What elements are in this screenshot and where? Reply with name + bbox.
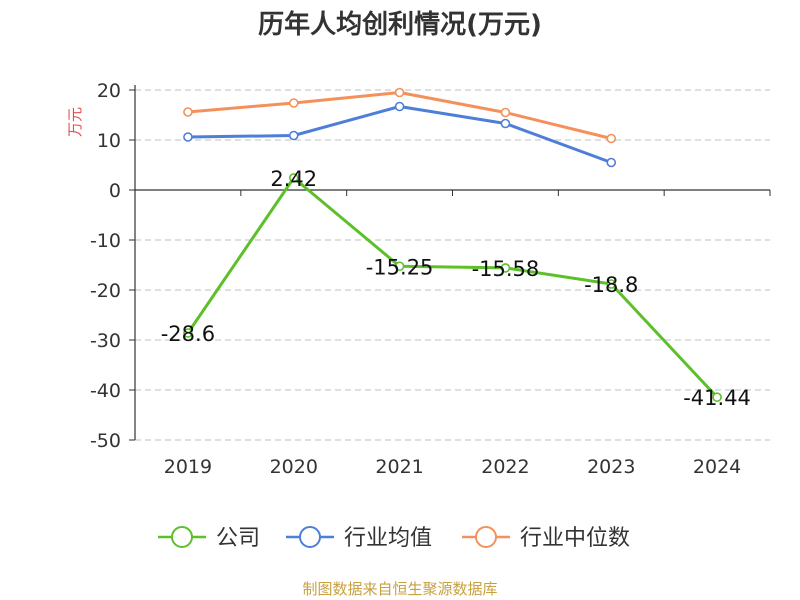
legend-marker-icon xyxy=(299,526,321,548)
data-point xyxy=(394,261,405,272)
data-point xyxy=(288,98,299,108)
data-point xyxy=(606,279,617,289)
x-tick-label: 2021 xyxy=(375,456,423,478)
data-point xyxy=(183,132,193,142)
y-tick-label: -50 xyxy=(90,430,121,452)
data-label: -15.58 xyxy=(472,257,540,281)
data-label: -28.6 xyxy=(161,322,215,346)
source-footer: 制图数据来自恒生聚源数据库 xyxy=(302,580,498,598)
data-point xyxy=(394,101,405,112)
y-tick-label: 20 xyxy=(97,80,121,102)
data-point xyxy=(606,133,617,144)
series-line xyxy=(187,105,612,164)
data-point xyxy=(288,173,299,183)
y-tick-label: -30 xyxy=(90,330,121,352)
legend-label: 行业中位数 xyxy=(520,526,630,551)
x-tick-label: 2023 xyxy=(587,456,635,478)
legend-label: 公司 xyxy=(216,526,260,551)
series-line xyxy=(187,91,612,140)
chart-title: 历年人均创利情况(万元) xyxy=(258,10,542,40)
data-label: 2.42 xyxy=(270,167,317,191)
data-point xyxy=(500,263,511,273)
data-point xyxy=(500,118,511,129)
y-tick-label: 10 xyxy=(97,130,121,152)
data-label: -18.8 xyxy=(584,273,638,297)
legend-marker-icon xyxy=(171,526,193,548)
legend-label: 行业均值 xyxy=(344,526,432,551)
data-point xyxy=(183,328,193,338)
y-tick-label: -20 xyxy=(90,280,121,302)
y-tick-label: -10 xyxy=(90,230,121,252)
y-axis-unit: 万元 xyxy=(66,107,84,137)
series-line xyxy=(186,176,719,399)
x-tick-label: 2024 xyxy=(693,456,741,478)
x-tick-label: 2020 xyxy=(270,456,318,478)
data-point xyxy=(288,130,299,141)
x-tick-label: 2019 xyxy=(164,456,212,478)
y-tick-label: -40 xyxy=(90,380,121,402)
data-point xyxy=(606,157,617,168)
data-label: -15.25 xyxy=(366,255,434,279)
data-point xyxy=(394,87,405,98)
y-tick-label: 0 xyxy=(109,180,121,202)
legend-marker-icon xyxy=(475,526,497,548)
data-point xyxy=(183,107,193,117)
data-point xyxy=(500,107,511,118)
data-point xyxy=(712,392,722,403)
x-tick-label: 2022 xyxy=(481,456,529,478)
data-label: -41.44 xyxy=(683,386,751,410)
